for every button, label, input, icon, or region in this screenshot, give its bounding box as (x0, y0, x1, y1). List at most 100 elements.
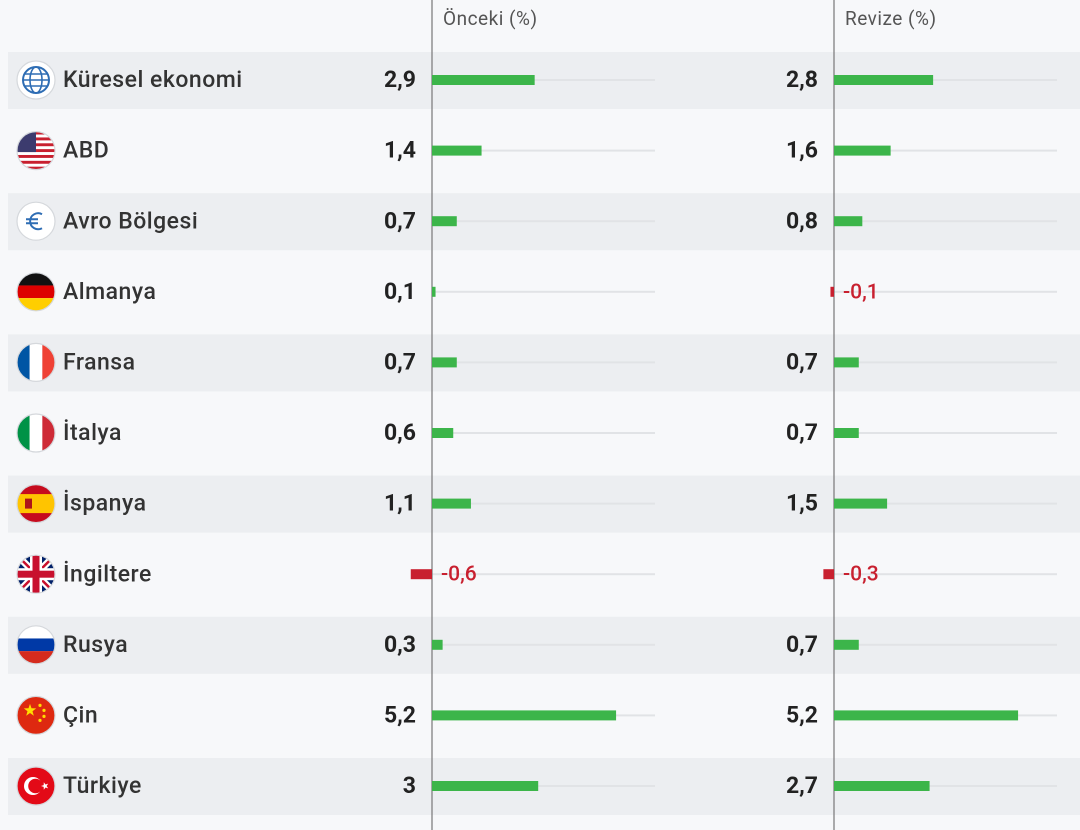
bar (834, 145, 891, 156)
value-label: 0,7 (786, 348, 818, 375)
flag-ring (16, 131, 56, 171)
value-label: 2,9 (384, 66, 416, 93)
bar (432, 639, 443, 650)
bar (432, 145, 482, 156)
flag-part (17, 298, 55, 311)
flag-icon (16, 766, 56, 806)
bar (834, 428, 859, 438)
flag-body (17, 202, 55, 241)
bar-track (834, 220, 1058, 223)
flag-part (17, 638, 55, 652)
bar-track (432, 502, 656, 505)
flag-part (17, 285, 55, 299)
bar-track (432, 573, 656, 576)
flag-ring (16, 201, 56, 241)
value-label: 0,1 (384, 278, 416, 305)
euro (26, 212, 43, 231)
value-label: 5,2 (786, 701, 818, 728)
value-label: 1,4 (384, 137, 416, 164)
category-label: ABD (63, 137, 109, 164)
bar-track (432, 79, 656, 81)
category-label: İngiltere (63, 559, 152, 587)
flag-ring (16, 60, 56, 100)
bar-track (834, 290, 1058, 293)
bar (432, 710, 617, 721)
bar (432, 357, 457, 368)
star (23, 703, 37, 716)
flag-part (17, 166, 55, 170)
star (38, 718, 42, 723)
bar-track (432, 432, 656, 434)
flag-body (17, 696, 55, 735)
bar (432, 216, 457, 227)
flag-icon (16, 695, 56, 736)
bar (834, 710, 1019, 721)
bar-track (834, 149, 1058, 152)
category-label: Çin (63, 701, 98, 728)
value-label: 2,7 (786, 772, 818, 799)
bar-track (432, 290, 656, 293)
flag-body (17, 555, 55, 594)
value-label: 0,7 (384, 348, 416, 375)
flag-ring (16, 484, 56, 524)
bar-track (834, 432, 1058, 434)
value-label: 0,8 (786, 207, 818, 234)
category-label: Rusya (63, 631, 128, 658)
category-label: Küresel ekonomi (63, 66, 243, 93)
value-label: -0,3 (843, 563, 879, 587)
column-header: Önceki (%) (443, 7, 538, 30)
value-label: 3 (403, 772, 416, 799)
value-label: -0,1 (843, 280, 879, 304)
flag-part (17, 157, 55, 162)
flag-body (17, 767, 55, 805)
flag-part (17, 696, 55, 735)
bar-track (834, 573, 1058, 576)
bar-track (834, 361, 1058, 364)
flag-ring (16, 413, 56, 453)
bar (823, 569, 834, 580)
flag-part (32, 555, 40, 594)
flag-icon (16, 413, 56, 453)
flag-part (29, 343, 43, 382)
flag-icon (16, 272, 56, 312)
column-header: Revize (%) (845, 7, 937, 30)
flag-part (17, 160, 55, 165)
star (42, 714, 46, 719)
value-label: 0,6 (384, 419, 416, 446)
bar-track (834, 785, 1058, 787)
bar (834, 498, 888, 509)
flag-part (17, 154, 55, 159)
star (38, 703, 42, 708)
flag-part (17, 494, 55, 514)
flag-ring (16, 766, 56, 806)
bar (834, 216, 863, 227)
star (41, 782, 49, 790)
bar (432, 781, 539, 791)
bar-track (432, 643, 656, 646)
bar (410, 569, 432, 580)
bar (834, 639, 859, 650)
crescent (28, 778, 43, 794)
bar (432, 498, 471, 509)
bar (432, 75, 535, 85)
value-label: 5,2 (384, 701, 416, 728)
category-label: Türkiye (63, 772, 142, 799)
flag-body (17, 414, 55, 452)
value-label: 1,1 (384, 490, 416, 517)
bar (830, 286, 834, 297)
flag-ring (16, 342, 56, 382)
flag-part (42, 414, 55, 452)
category-label: Fransa (63, 348, 136, 375)
flag-icon (16, 554, 56, 594)
bar-track (432, 149, 656, 152)
value-label: 0,7 (786, 631, 818, 658)
value-label: 0,3 (384, 631, 416, 658)
value-label: -0,6 (441, 563, 477, 587)
flag-part (17, 163, 55, 167)
flag-part (17, 202, 55, 241)
bar (834, 781, 930, 791)
flag-icon (16, 342, 56, 382)
bar-track (432, 785, 656, 787)
bar (432, 428, 454, 438)
